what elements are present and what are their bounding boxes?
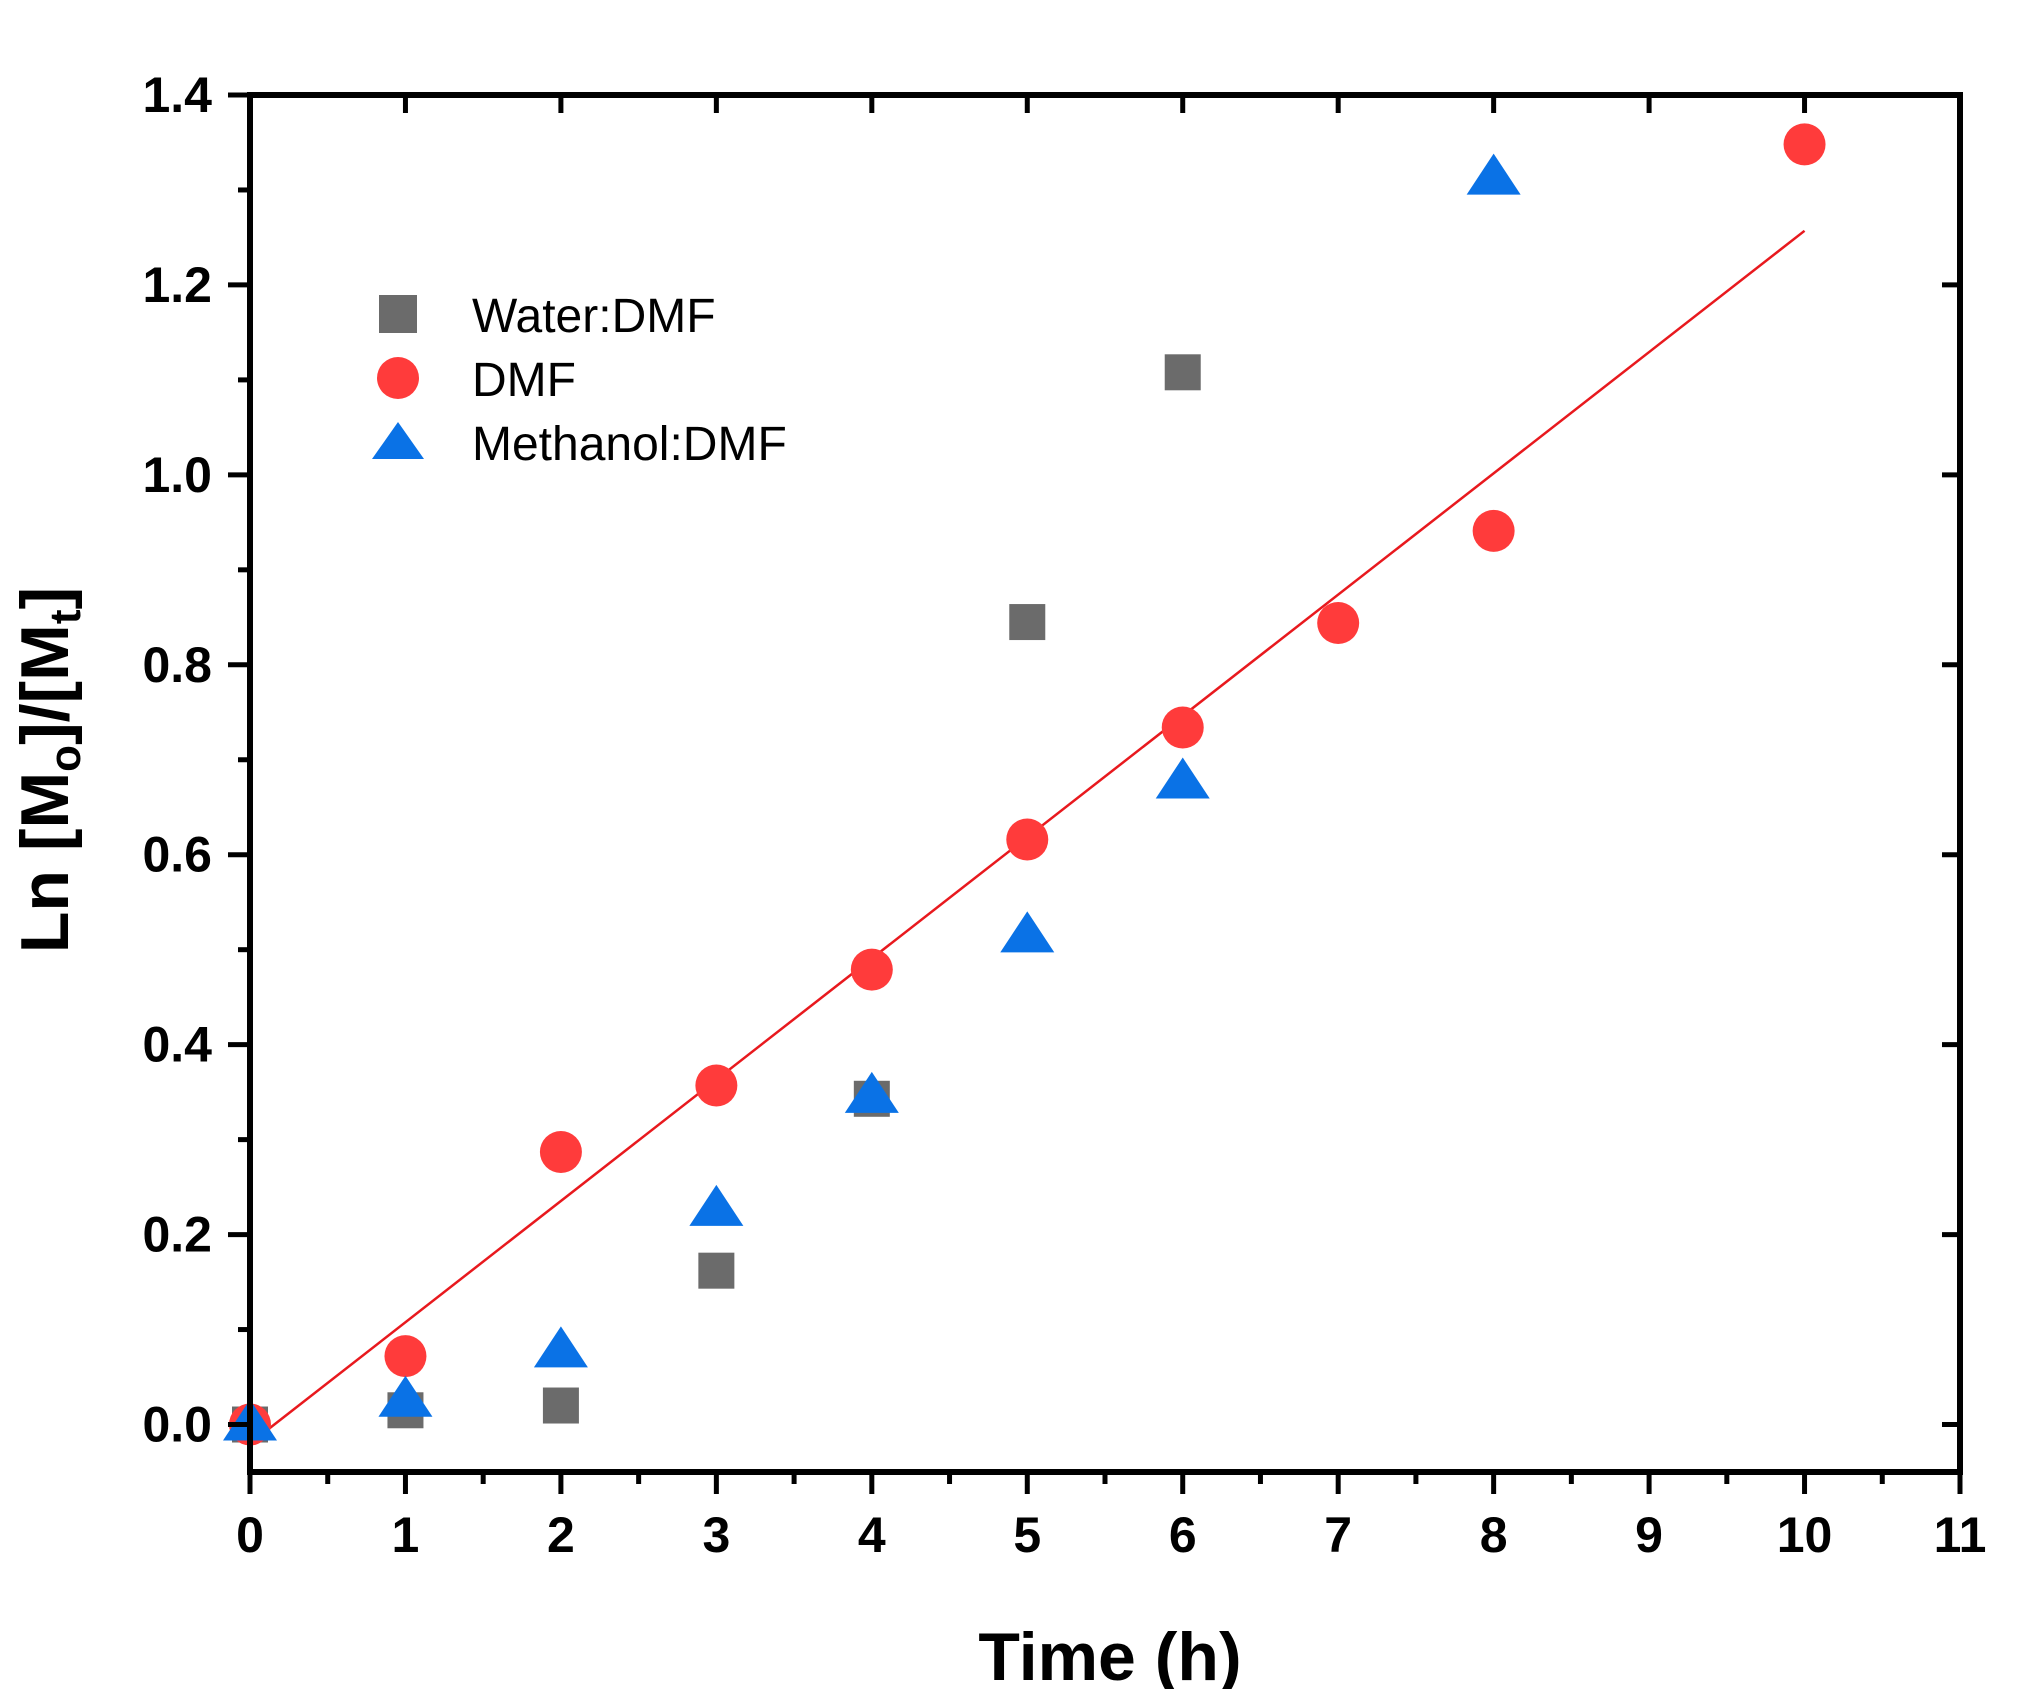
x-tick-label: 2: [547, 1507, 575, 1563]
dmf-point: [695, 1064, 738, 1107]
legend-marker-dmf: [377, 357, 419, 399]
x-tick-label: 3: [702, 1507, 730, 1563]
methanol-dmf-point: [1466, 153, 1521, 195]
y-tick-label: 0.6: [142, 827, 212, 883]
x-tick-label: 4: [858, 1507, 886, 1563]
x-axis-title: Time (h): [978, 1619, 1241, 1689]
y-axis-ticks: 0.0 0.2 0.4 0.6 0.8 1.0 1.2 1.4: [142, 67, 1960, 1453]
legend: Water:DMF DMF Methanol:DMF: [372, 290, 787, 471]
x-tick-label: 7: [1324, 1507, 1352, 1563]
methanol-dmf-point: [1155, 757, 1210, 799]
y-tick-label: 0.4: [142, 1017, 212, 1073]
dmf-point: [384, 1335, 427, 1378]
y-tick-label: 0.8: [142, 637, 212, 693]
methanol-dmf-point: [533, 1326, 588, 1368]
y-tick-label: 1.0: [142, 447, 212, 503]
x-tick-label: 5: [1013, 1507, 1041, 1563]
x-tick-label: 10: [1777, 1507, 1833, 1563]
x-tick-label: 8: [1480, 1507, 1508, 1563]
dmf-point: [1161, 706, 1204, 749]
x-tick-label: 1: [392, 1507, 420, 1563]
y-tick-label: 0.0: [142, 1397, 212, 1453]
water-dmf-point: [542, 1387, 579, 1424]
legend-label-methanol-dmf: Methanol:DMF: [472, 418, 787, 471]
x-tick-label: 9: [1635, 1507, 1663, 1563]
water-dmf-point: [1009, 604, 1046, 641]
legend-label-water-dmf: Water:DMF: [472, 290, 716, 343]
methanol-dmf-point: [844, 1071, 899, 1113]
x-tick-label: 0: [236, 1507, 264, 1563]
legend-label-dmf: DMF: [472, 354, 576, 407]
dmf-point: [1317, 602, 1360, 645]
methanol-dmf-point: [689, 1184, 744, 1226]
y-tick-label: 1.4: [142, 67, 212, 123]
dmf-point: [850, 948, 893, 991]
x-tick-label: 6: [1169, 1507, 1197, 1563]
methanol-dmf-point: [378, 1375, 433, 1417]
legend-marker-water-dmf: [379, 295, 417, 333]
water-dmf-point: [1164, 354, 1201, 391]
x-tick-label: 11: [1934, 1507, 1987, 1563]
y-axis-title: Ln [Mo]/[Mt]: [7, 587, 90, 953]
y-tick-label: 0.2: [142, 1207, 212, 1263]
methanol-dmf-point: [1000, 911, 1055, 953]
x-axis-ticks: 0 1 2 3 4 5 6 7 8 9 10 11: [236, 95, 1986, 1563]
legend-marker-methanol-dmf: [372, 422, 424, 459]
water-dmf-point: [698, 1252, 735, 1289]
dmf-point: [1472, 509, 1515, 552]
dmf-point: [1783, 123, 1826, 166]
dmf-point: [539, 1130, 582, 1173]
dmf-point: [1006, 818, 1049, 861]
y-tick-label: 1.2: [142, 257, 212, 313]
